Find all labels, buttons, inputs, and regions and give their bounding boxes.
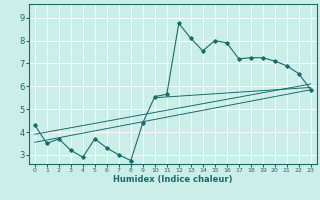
X-axis label: Humidex (Indice chaleur): Humidex (Indice chaleur)	[113, 175, 233, 184]
